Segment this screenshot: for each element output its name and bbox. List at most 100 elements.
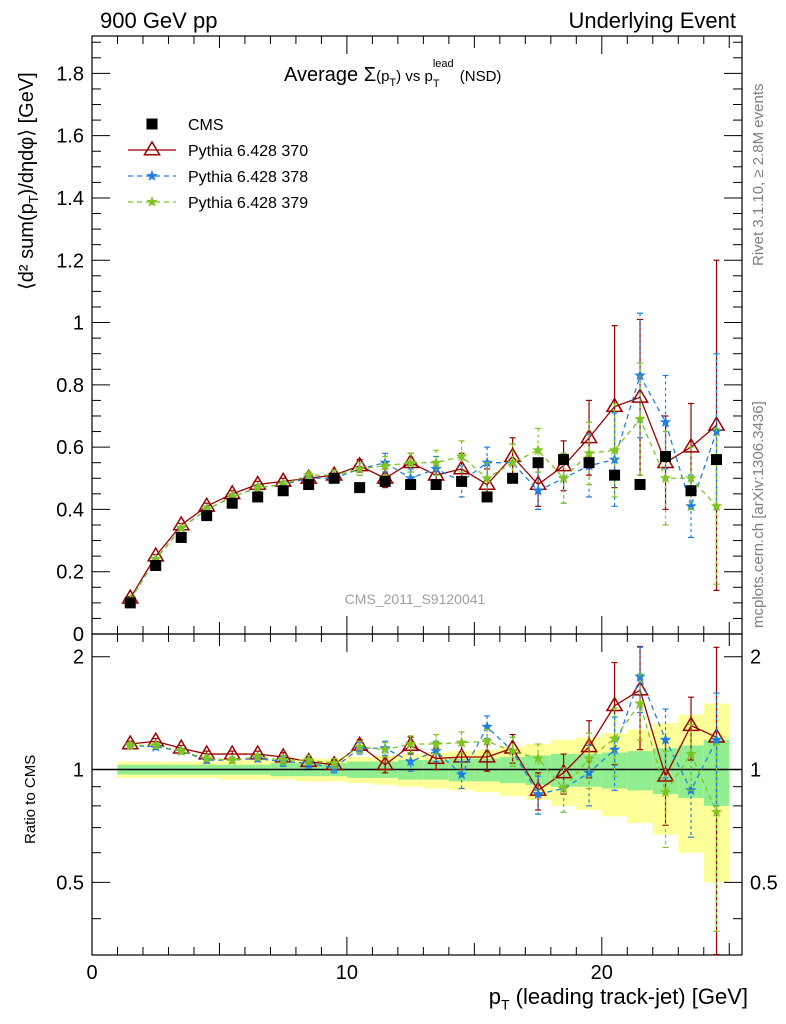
y-tick-label: 1.2	[56, 250, 84, 272]
legend-label: Pythia 6.428 379	[188, 195, 308, 212]
main-series-cms-point	[685, 485, 697, 497]
ratio-series-3-point	[608, 732, 621, 744]
title-arg-close: )	[396, 68, 402, 85]
main-series-cms-point	[583, 457, 595, 469]
legend-marker	[146, 170, 158, 181]
ratio-series-3-point	[659, 786, 672, 798]
main-series-3-point	[685, 472, 697, 484]
ratio-series-3-point	[353, 740, 366, 752]
main-series-cms-point	[507, 472, 519, 484]
main-series-3-point	[659, 472, 672, 484]
main-series-3-point	[557, 472, 570, 484]
ratio-series-2-point	[404, 755, 417, 767]
ratio-series-3-point	[506, 745, 519, 756]
y-tick-label: 0.2	[56, 562, 84, 584]
main-series-3-point	[226, 491, 238, 502]
main-series-3-point	[379, 459, 391, 471]
title-prefix: Average	[284, 64, 359, 86]
ratio-series-3-point	[430, 738, 442, 749]
main-series-cms-point	[609, 469, 621, 481]
ratio-series-2-point	[455, 768, 468, 780]
ratio-series-2-point	[710, 733, 723, 745]
ratio-series-3-point	[634, 697, 646, 709]
main-series-1-point	[682, 437, 700, 453]
legend-label: Pythia 6.428 370	[188, 143, 308, 160]
title-sup: lead	[432, 58, 454, 70]
main-series-cms-point	[328, 472, 340, 484]
main-series-cms-point	[711, 454, 723, 466]
main-series-cms-point	[303, 479, 315, 490]
ratio-series-2-point	[481, 720, 493, 732]
main-series-3-point	[481, 472, 493, 484]
main-series-cms-point	[277, 485, 289, 497]
main-series-3-point	[634, 413, 646, 424]
ratio-series-1-point	[427, 749, 446, 765]
ratio-series-1-point	[376, 755, 395, 771]
legend-marker	[143, 140, 161, 156]
title-arg: (p	[376, 68, 390, 85]
title-sub: T	[432, 78, 440, 90]
main-series-cms-point	[660, 450, 672, 462]
main-series-cms-point	[481, 491, 493, 503]
header-right: Underlying Event	[568, 8, 736, 33]
y-tick-label: 1.4	[56, 188, 84, 210]
title-sigma: Σ	[363, 64, 377, 86]
ratio-series-3-point	[124, 739, 136, 751]
main-series-cms-point	[405, 479, 417, 490]
header-left: 900 GeV pp	[100, 8, 218, 33]
legend-marker-cms	[146, 118, 158, 130]
main-series-3-point	[583, 447, 595, 459]
title-mid: vs p	[401, 68, 433, 85]
y-tick-label: 0	[73, 624, 84, 646]
main-series-2-point	[659, 416, 672, 428]
y-tick-label: 0.6	[56, 437, 84, 459]
ratio-series-1-point	[656, 766, 675, 782]
title-arg-sub: T	[389, 77, 397, 89]
main-series-3-point	[506, 456, 519, 468]
x-label-sub: T	[501, 996, 510, 1013]
ratio-y-tick-label: 0.5	[56, 872, 84, 894]
ratio-series-1-point	[478, 747, 497, 763]
ratio-frame	[91, 633, 743, 956]
title-suffix: (NSD)	[455, 68, 502, 85]
ratio-series-3-point	[710, 806, 723, 817]
plot-title: Average Σ(pT) vs p lead T (NSD)	[284, 58, 502, 90]
y-tick-label: 0.8	[56, 375, 84, 397]
ratio-series-3-point	[201, 752, 213, 764]
y-tick-label: 1.8	[56, 63, 84, 85]
main-series-1-point	[631, 387, 649, 403]
main-series-3-point	[175, 522, 187, 533]
main-series-2-point	[634, 369, 646, 381]
watermark-label: CMS_2011_S9120041	[345, 591, 486, 607]
y-tick-label: 1	[73, 313, 84, 335]
main-series-3-point	[404, 456, 417, 468]
ratio-series-3-point	[685, 748, 697, 759]
ratio-series-3-point	[303, 754, 315, 765]
main-series-2-point	[532, 484, 544, 496]
main-series-3-line	[129, 417, 717, 601]
ratio-series-3-point	[404, 738, 417, 749]
ratio-y-tick-label: 2	[73, 647, 84, 669]
ratio-series-2-point	[659, 733, 672, 745]
ratio-series-3-point	[150, 739, 162, 751]
ratio-series-3-line	[130, 702, 718, 813]
ratio-series-3-point	[252, 751, 264, 762]
ratio-series-3-point	[583, 752, 595, 764]
ratio-series-3-point	[226, 754, 238, 765]
main-panel: 0 0.2 0.4 0.6 0.8 1 1.2 1.4 1.6 1.8 CMS_2011_S9120…	[56, 35, 743, 646]
main-series-cms-point	[175, 531, 187, 543]
main-series-2-point	[685, 500, 697, 512]
main-series-cms-point	[456, 475, 468, 487]
x-tick-label: 20	[591, 962, 613, 984]
ratio-series-3-point	[277, 754, 289, 765]
main-series-cms-point	[379, 475, 391, 487]
main-series-3-point	[455, 450, 468, 462]
x-label-p: p	[488, 984, 501, 1009]
ratio-series-3-point	[328, 757, 340, 768]
main-series-3-point	[277, 478, 289, 490]
main-series-cms-point	[354, 482, 366, 494]
main-series-1-line	[129, 396, 717, 599]
ratio-y-tick-label: 1	[73, 760, 84, 782]
ratio-y-tick-label-right: 2	[750, 647, 761, 669]
